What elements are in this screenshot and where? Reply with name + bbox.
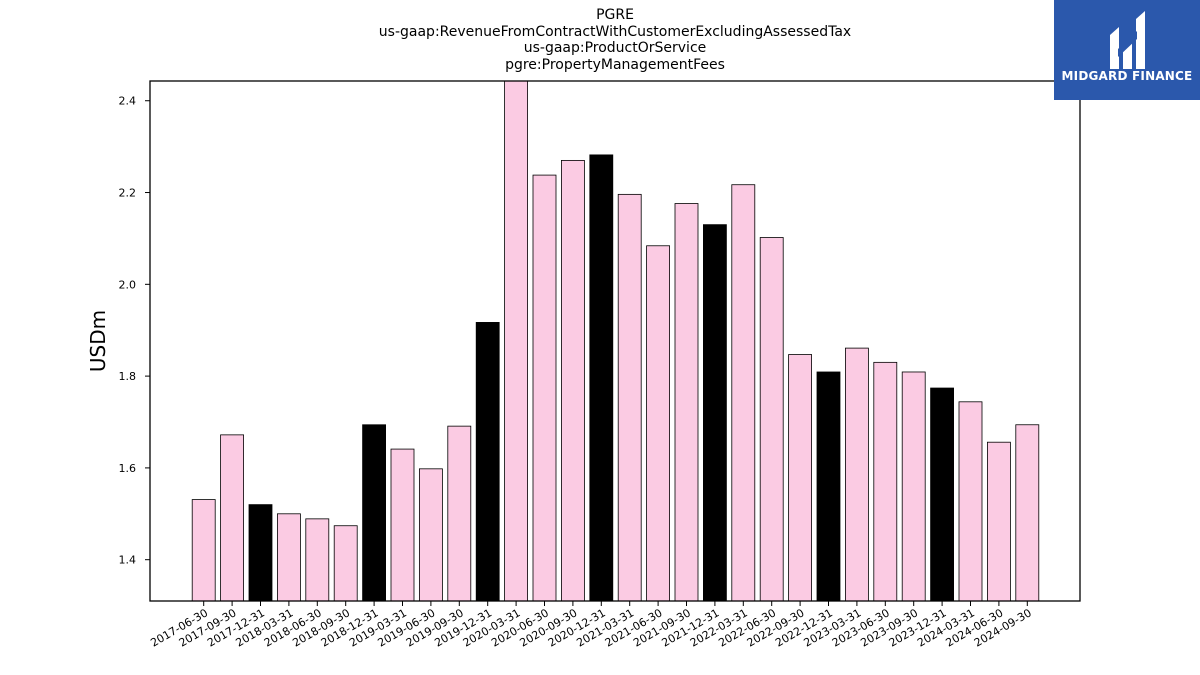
bar-2021-09-30 <box>674 203 699 602</box>
y-tick-label: 1.8 <box>119 370 137 383</box>
chart-title: PGRE us-gaap:RevenueFromContractWithCust… <box>150 7 1080 73</box>
chart-title-line: PGRE <box>596 7 634 23</box>
bar-2017-12-31 <box>248 504 273 602</box>
bar-2023-12-31 <box>930 387 954 602</box>
bar-2022-06-30 <box>759 237 784 602</box>
bar-2020-03-31 <box>504 80 529 602</box>
bar-2021-03-31 <box>617 193 642 602</box>
bar-2019-06-30 <box>418 468 443 602</box>
y-tick-label: 1.6 <box>119 462 137 475</box>
y-tick-label: 2.4 <box>119 95 137 108</box>
bars <box>191 80 1040 602</box>
chart-title-line: us-gaap:RevenueFromContractWithCustomerE… <box>378 23 852 40</box>
chart-title-line: us-gaap:ProductOrService <box>523 40 707 56</box>
x-axis: 2017-06-302017-09-302017-12-312018-03-31… <box>148 601 1034 650</box>
bar-2018-12-31 <box>362 424 387 602</box>
bar-2022-03-31 <box>731 184 756 602</box>
bar-2022-12-31 <box>816 371 841 602</box>
bar-2023-06-30 <box>873 361 898 602</box>
y-axis-label: USDm <box>86 310 110 372</box>
logo-mark-icon <box>1110 11 1145 69</box>
bar-2017-09-30 <box>220 434 245 602</box>
bar-2023-09-30 <box>901 371 926 602</box>
midgard-finance-logo: MIDGARD FINANCE <box>1054 0 1200 100</box>
y-tick-label: 2.2 <box>119 187 137 200</box>
bar-2019-12-31 <box>475 322 500 602</box>
chart-title-line: pgre:PropertyManagementFees <box>505 56 725 73</box>
logo-text: MIDGARD FINANCE <box>1061 69 1193 83</box>
plot-frame <box>149 80 1081 602</box>
bar-2020-12-31 <box>589 154 614 602</box>
bar-2024-09-30 <box>1015 424 1040 602</box>
bar-2022-09-30 <box>788 354 812 602</box>
bar-2023-03-31 <box>845 347 869 602</box>
bar-2018-09-30 <box>333 525 358 602</box>
bar-2018-03-31 <box>276 513 301 602</box>
bar-2024-06-30 <box>987 441 1011 602</box>
bar-2018-06-30 <box>305 518 330 602</box>
bar-2017-06-30 <box>191 499 216 602</box>
y-axis: 1.4 1.6 1.8 2.0 2.2 2.4 <box>119 95 150 567</box>
bar-2024-03-31 <box>958 401 983 602</box>
bar-2021-06-30 <box>646 245 670 602</box>
y-tick-label: 1.4 <box>119 554 137 567</box>
bar-2020-09-30 <box>561 159 585 602</box>
y-tick-label: 2.0 <box>119 278 137 291</box>
bar-2019-09-30 <box>447 425 472 602</box>
bar-2019-03-31 <box>390 448 415 602</box>
bar-2020-06-30 <box>532 174 557 602</box>
bar-2021-12-31 <box>703 224 727 602</box>
